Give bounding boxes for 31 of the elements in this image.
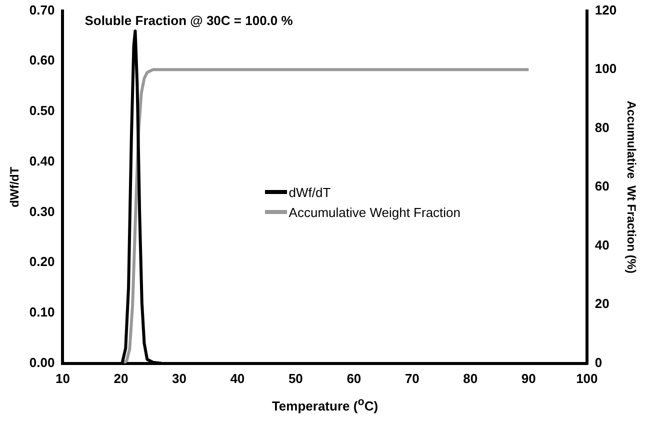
y2-tick-label: 60: [594, 178, 610, 194]
x-tick-label: 90: [521, 370, 536, 386]
y-tick-label: 0.70: [29, 2, 55, 18]
y2-tick-label: 0: [594, 354, 602, 370]
y-tick-label: 0.30: [29, 204, 55, 219]
y2-tick-label: 100: [594, 61, 617, 76]
y2-tick-label: 40: [594, 237, 610, 252]
x-tick-label: 50: [288, 370, 303, 386]
x-tick-label: 20: [114, 370, 128, 386]
x-tick-label: 30: [172, 370, 186, 386]
y-tick-label: 0.00: [29, 354, 55, 370]
y-axis-title: dWf/dT: [8, 166, 22, 208]
x-tick-label: 70: [404, 370, 420, 386]
x-tick-label: 100: [576, 370, 598, 386]
y-tick-label: 0.10: [29, 304, 55, 320]
y-tick-label: 0.60: [29, 52, 55, 68]
y2-tick-label: 120: [594, 2, 617, 18]
y-tick-label: 0.50: [29, 103, 55, 118]
x-tick-label: 10: [55, 370, 70, 386]
y-tick-label: 0.20: [29, 254, 55, 270]
legend-label: dWf/dT: [288, 184, 331, 200]
x-tick-label: 40: [230, 370, 245, 386]
y2-tick-label: 80: [594, 120, 610, 135]
x-axis-title: Temperature ($^{o}$C): [270, 396, 380, 414]
y-tick-label: 0.40: [29, 153, 55, 168]
x-tick-label: 80: [463, 370, 478, 386]
y2-axis-title: Accumulative Wt Fraction (%): [624, 100, 638, 274]
x-tick-label: 60: [346, 370, 362, 386]
y2-tick-label: 20: [594, 296, 610, 312]
legend-label: Accumulative Weight Fraction: [288, 204, 461, 220]
annotation: Soluble Fraction @ 30C = 100.0 %: [84, 12, 294, 28]
